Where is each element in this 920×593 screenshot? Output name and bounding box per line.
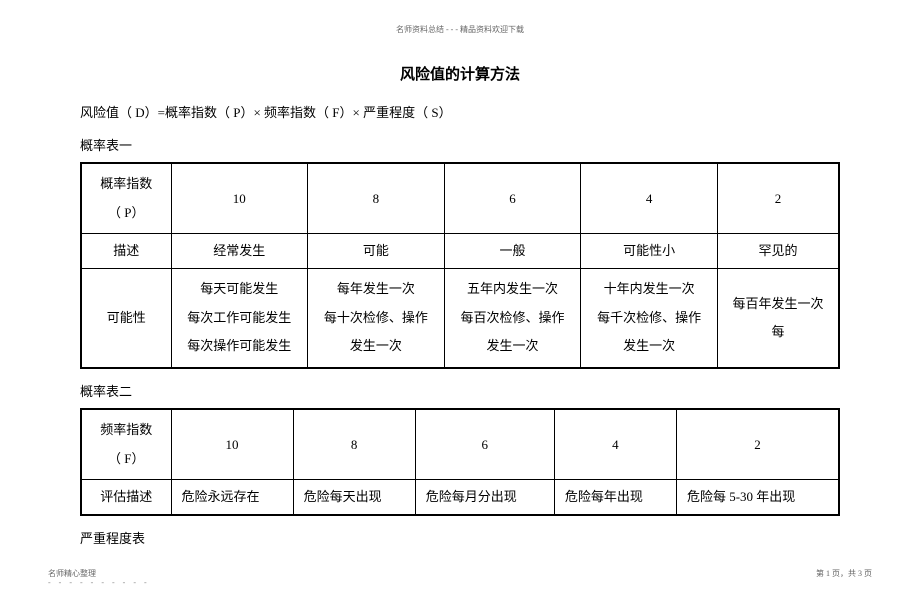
table-cell: 概率指数 （ P） [81,163,171,234]
table-cell: 可能性 [81,269,171,368]
table2-caption: 概率表二 [80,381,840,400]
table-cell: 每天可能发生 每次工作可能发生 每次操作可能发生 [171,269,308,368]
page-title: 风险值的计算方法 [80,63,840,84]
table-cell: 危险永远存在 [171,480,293,516]
top-header: 名师资料总结 - - - 精品资料欢迎下载 [80,24,840,35]
table-cell: 可能性小 [581,234,718,269]
table3-caption: 严重程度表 [80,528,840,547]
table-cell: 10 [171,163,308,234]
table-row: 描述 经常发生 可能 一般 可能性小 罕见的 [81,234,839,269]
table-cell: 经常发生 [171,234,308,269]
table-cell: 可能 [308,234,445,269]
table-cell: 4 [581,163,718,234]
table-row: 可能性 每天可能发生 每次工作可能发生 每次操作可能发生 每年发生一次 每十次检… [81,269,839,368]
table1-caption: 概率表一 [80,135,840,154]
table-row: 频率指数 （ F） 10 8 6 4 2 [81,409,839,480]
probability-table-1: 概率指数 （ P） 10 8 6 4 2 描述 经常发生 可能 一般 可能性小 … [80,162,840,369]
table-cell: 危险每月分出现 [415,480,554,516]
table-cell: 10 [171,409,293,480]
table-cell: 6 [415,409,554,480]
table-cell: 一般 [444,234,581,269]
table-cell: 评估描述 [81,480,171,516]
table-row: 评估描述 危险永远存在 危险每天出现 危险每月分出现 危险每年出现 危险每 5-… [81,480,839,516]
table-cell: 危险每天出现 [293,480,415,516]
table-cell: 每年发生一次 每十次检修、操作 发生一次 [308,269,445,368]
table-cell: 8 [308,163,445,234]
table-cell: 频率指数 （ F） [81,409,171,480]
table-cell: 2 [676,409,839,480]
formula-line: 风险值（ D）=概率指数（ P）× 频率指数（ F）× 严重程度（ S） [80,102,840,121]
table-cell: 五年内发生一次 每百次检修、操作 发生一次 [444,269,581,368]
footer-right: 第 1 页，共 3 页 [816,568,872,579]
table-cell: 6 [444,163,581,234]
table-cell: 每百年发生一次 每 [717,269,839,368]
table-cell: 描述 [81,234,171,269]
table-cell: 4 [554,409,676,480]
table-cell: 危险每 5-30 年出现 [676,480,839,516]
table-cell: 2 [717,163,839,234]
probability-table-2: 频率指数 （ F） 10 8 6 4 2 评估描述 危险永远存在 危险每天出现 … [80,408,840,516]
table-row: 概率指数 （ P） 10 8 6 4 2 [81,163,839,234]
table-cell: 罕见的 [717,234,839,269]
footer-dots: - - - - - - - - - - [48,578,150,587]
table-cell: 危险每年出现 [554,480,676,516]
table-cell: 十年内发生一次 每千次检修、操作 发生一次 [581,269,718,368]
table-cell: 8 [293,409,415,480]
